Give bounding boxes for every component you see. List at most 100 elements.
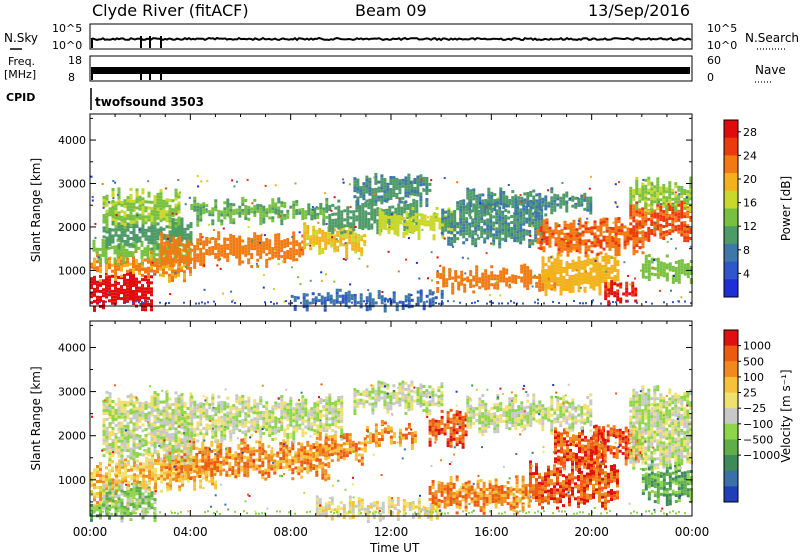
- heatmap-band: [529, 459, 619, 511]
- time-axis-ticks: 00:00 04:00 08:00 12:00 16:00 20:00 00:00: [73, 525, 710, 539]
- colorbar-segment: [724, 361, 738, 378]
- freq-label-line2: [MHz]: [4, 68, 36, 81]
- y-tick-label: 3000: [58, 178, 86, 191]
- y-tick-label: 1000: [58, 264, 86, 277]
- heatmap-band: [315, 495, 442, 523]
- x-tick-label: 00:00: [73, 525, 108, 539]
- x-tick-label: 00:00: [675, 525, 710, 539]
- colorbar-segment: [724, 423, 738, 440]
- heatmap-band: [353, 380, 444, 417]
- colorbar-tick-label: 12: [743, 220, 757, 233]
- nsky-panel: [89, 23, 693, 50]
- colorbar-tick-label: 28: [743, 126, 757, 139]
- nsky-line: [90, 36, 692, 42]
- beam-label: Beam 09: [355, 1, 427, 20]
- heatmap-band: [466, 187, 593, 220]
- nsearch-tick-bottom: 10^0: [707, 39, 737, 52]
- date-label: 13/Sep/2016: [588, 1, 690, 20]
- colorbar-tick-label: 25: [743, 387, 757, 400]
- colorbar-tick-label: −25: [743, 402, 766, 415]
- heatmap-band: [378, 207, 457, 241]
- y-tick-label: 4000: [58, 341, 86, 354]
- freq-band: [92, 67, 690, 74]
- colorbar-segment: [724, 243, 738, 263]
- heatmap-band: [365, 420, 417, 450]
- colorbar-frame: [723, 119, 739, 298]
- colorbar-segment: [724, 408, 738, 425]
- heatmap-band: [641, 459, 693, 506]
- colorbar-label: Power [dB]: [779, 176, 793, 241]
- heatmap-band: [102, 389, 193, 467]
- y-tick-label: 2000: [58, 430, 86, 443]
- colorbar-segment: [724, 392, 738, 409]
- heatmap-band: [190, 393, 344, 445]
- colorbar-segment: [724, 226, 738, 245]
- nave-label: Nave: [755, 63, 786, 77]
- power-heatmap-panel: 1000 2000 3000 4000 Slant Range [km] 4 8 12 16 20…: [29, 113, 793, 313]
- colorbar-tick-label: −1000: [743, 449, 780, 462]
- colorbar-tick-label: 100: [743, 371, 764, 384]
- cpid-label: CPID: [6, 91, 35, 104]
- heatmap-band: [629, 385, 693, 471]
- x-tick-label: 04:00: [173, 525, 208, 539]
- y-axis-label: Slant Range [km]: [29, 366, 43, 470]
- colorbar-segment: [724, 345, 738, 362]
- colorbar-segment: [724, 208, 738, 227]
- heatmap-band: [604, 280, 638, 307]
- colorbar-segment: [724, 455, 738, 472]
- y-tick-label: 3000: [58, 386, 86, 399]
- colorbar-segment: [724, 137, 738, 156]
- nsearch-tick-top: 10^5: [707, 22, 737, 35]
- colorbar-segment: [724, 486, 738, 503]
- plot-title: Clyde River (fitACF): [92, 1, 249, 20]
- heatmap-band: [536, 217, 645, 258]
- scatter-noise: [90, 175, 692, 305]
- heatmap-band: [315, 431, 367, 466]
- colorbar-frame: [723, 329, 739, 503]
- heatmap-band: [466, 393, 593, 437]
- time-axis-label: Time UT: [369, 541, 420, 554]
- freq-tick-bottom: 8: [68, 71, 75, 84]
- cpid-value: twofsound 3503: [95, 95, 204, 109]
- y-tick-label: 4000: [58, 134, 86, 147]
- y-tick-label: 2000: [58, 221, 86, 234]
- heatmap-band: [436, 263, 557, 295]
- colorbar-segment: [724, 376, 738, 394]
- nsky-label: N.Sky: [4, 31, 38, 45]
- heatmap-band: [629, 200, 693, 243]
- colorbar-tick-label: −500: [743, 433, 773, 446]
- nave-tick-top: 60: [707, 54, 721, 67]
- nsky-tick-bottom: 10^0: [52, 39, 82, 52]
- heatmap-band: [353, 172, 432, 209]
- heatmap-band: [90, 460, 117, 510]
- colorbar-segment: [724, 261, 738, 280]
- colorbar-segment: [724, 173, 738, 192]
- x-tick-label: 16:00: [474, 525, 509, 539]
- nsearch-label: N.Search: [745, 31, 799, 45]
- heatmap-band: [428, 408, 468, 449]
- colorbar-tick-label: 1000: [743, 340, 771, 353]
- colorbar-tick-label: 4: [743, 267, 750, 280]
- x-tick-label: 12:00: [374, 525, 409, 539]
- x-tick-label: 08:00: [273, 525, 308, 539]
- velocity-heatmap-panel: 1000 2000 3000 4000 Slant Range [km] 1000 500 1…: [29, 320, 793, 523]
- colorbar-tick-label: 24: [743, 149, 757, 162]
- colorbar-segment: [724, 279, 738, 298]
- colorbar-label: Velocity [m s⁻¹]: [779, 369, 793, 462]
- heatmap-band: [102, 187, 181, 231]
- colorbar-tick-label: −100: [743, 418, 773, 431]
- colorbar-segment: [724, 470, 738, 487]
- colorbar-tick-label: 20: [743, 173, 757, 186]
- freq-label-line1: Freq.: [8, 55, 35, 68]
- y-tick-label: 1000: [58, 474, 86, 487]
- scatter-noise: [90, 383, 692, 515]
- colorbar-segment: [724, 120, 738, 139]
- heatmap-band: [428, 475, 531, 515]
- colorbar-tick-label: 16: [743, 197, 757, 210]
- freq-tick-top: 18: [68, 54, 82, 67]
- nsky-trace: [90, 36, 692, 48]
- colorbar-tick-label: 8: [743, 244, 750, 257]
- colorbar-segment: [724, 155, 738, 174]
- freq-panel: [89, 55, 693, 82]
